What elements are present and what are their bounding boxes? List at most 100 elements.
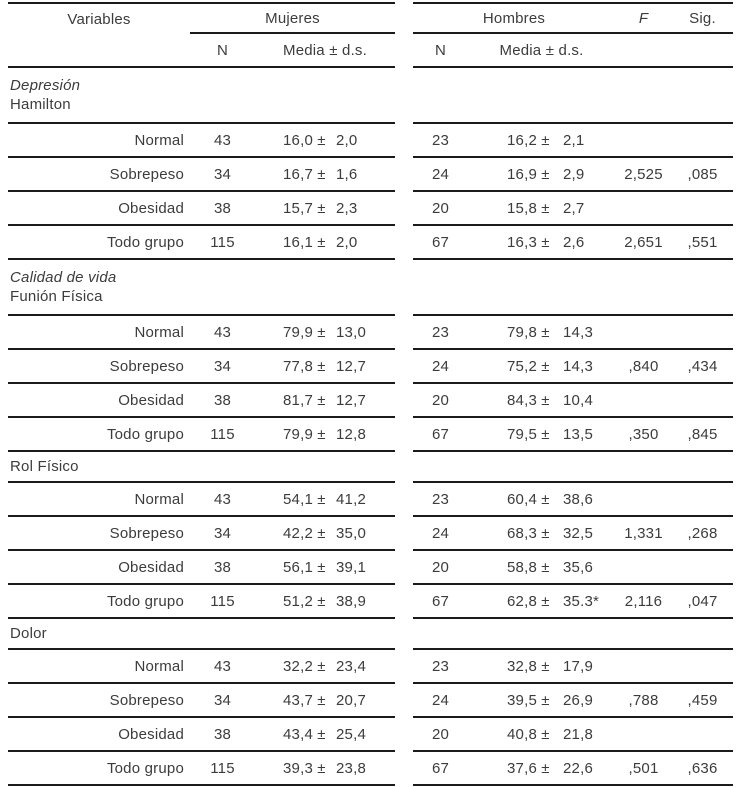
mujeres-n-cell: 38: [190, 551, 255, 585]
plus-minus-sign: ±: [317, 165, 326, 183]
header-mujeres-group: Mujeres: [190, 2, 395, 34]
hombres-media-cell: 58,8 ±35,6: [468, 551, 615, 585]
hombres-n-cell: 67: [413, 418, 468, 452]
sd-value: 17,9: [563, 657, 593, 675]
mujeres-n-cell: 43: [190, 483, 255, 517]
plus-minus-sign: ±: [317, 759, 326, 777]
mujeres-media-cell: 43,4 ±25,4: [255, 718, 395, 752]
mean-value: 58,8: [507, 558, 537, 576]
hombres-media-cell: 37,6 ±22,6: [468, 752, 615, 786]
mean-value: 16,9: [507, 165, 537, 183]
mujeres-n-cell: 38: [190, 718, 255, 752]
sd-value: 2,0: [336, 131, 358, 149]
mean-value: 39,5: [507, 691, 537, 709]
plus-minus-sign: ±: [541, 725, 550, 743]
plus-minus-sign: ±: [541, 657, 550, 675]
column-gap: [395, 483, 413, 517]
mean-value: 15,7: [283, 199, 313, 217]
table-row: Todo grupo 115 16,1 ±2,0 67 16,3 ±2,6 2,651,551: [8, 226, 733, 260]
column-gap: [395, 619, 413, 650]
mujeres-n-cell: 34: [190, 684, 255, 718]
column-gap: [395, 316, 413, 350]
sig-value-cell: [672, 384, 733, 418]
plus-minus-sign: ±: [541, 592, 550, 610]
plus-minus-sign: ±: [541, 425, 550, 443]
mujeres-media-cell: 15,7 ±2,3: [255, 192, 395, 226]
f-value-cell: [615, 483, 672, 517]
mean-value: 75,2: [507, 357, 537, 375]
plus-minus-sign: ±: [541, 391, 550, 409]
plus-minus-sign: ±: [317, 490, 326, 508]
column-gap: [395, 192, 413, 226]
mujeres-media-cell: 79,9 ±12,8: [255, 418, 395, 452]
table-row: Todo grupo 115 39,3 ±23,8 67 37,6 ±22,6,501,63…: [8, 752, 733, 786]
row-label: Normal: [8, 650, 190, 684]
plus-minus-sign: ±: [317, 592, 326, 610]
mean-value: 43,4: [283, 725, 313, 743]
row-label: Obesidad: [8, 551, 190, 585]
mujeres-n-cell: 115: [190, 418, 255, 452]
sd-value: 38,9: [336, 592, 366, 610]
table-header-group-row: Variables Mujeres Hombres F Sig.: [8, 2, 733, 34]
mean-value: 77,8: [283, 357, 313, 375]
section-heading-text: Depresión: [10, 77, 81, 94]
hombres-media-cell: 68,3 ±32,5: [468, 517, 615, 551]
mean-value: 68,3: [507, 524, 537, 542]
mean-value: 43,7: [283, 691, 313, 709]
table-row: Normal 43 32,2 ±23,4 23 32,8 ±17,9: [8, 650, 733, 684]
sig-value-cell: ,636: [672, 752, 733, 786]
hombres-n-cell: 20: [413, 551, 468, 585]
header-media-mujeres: Media ± d.s.: [255, 34, 395, 68]
sd-value: 41,2: [336, 490, 366, 508]
sig-value-cell: [672, 551, 733, 585]
header-column-gap: [395, 34, 413, 68]
column-gap: [395, 226, 413, 260]
column-gap: [395, 650, 413, 684]
plus-minus-sign: ±: [541, 490, 550, 508]
section-heading-right: [413, 260, 733, 316]
sd-value: 23,8: [336, 759, 366, 777]
hombres-media-cell: 16,3 ±2,6: [468, 226, 615, 260]
mean-value: 54,1: [283, 490, 313, 508]
table-row: Sobrepeso 34 43,7 ±20,7 24 39,5 ±26,9,788,459: [8, 684, 733, 718]
plus-minus-sign: ±: [541, 323, 550, 341]
plus-minus-sign: ±: [317, 199, 326, 217]
section-heading-left: Depresión Hamilton: [8, 68, 395, 124]
mujeres-n-cell: 34: [190, 350, 255, 384]
row-label: Normal: [8, 316, 190, 350]
sig-value-cell: [672, 483, 733, 517]
section-heading-right: [413, 619, 733, 650]
f-value-cell: [615, 384, 672, 418]
table-row: Todo grupo 115 79,9 ±12,8 67 79,5 ±13,5,350,84…: [8, 418, 733, 452]
mujeres-n-cell: 43: [190, 124, 255, 158]
mujeres-media-cell: 56,1 ±39,1: [255, 551, 395, 585]
hombres-media-cell: 79,8 ±14,3: [468, 316, 615, 350]
f-value-cell: 2,651: [615, 226, 672, 260]
plus-minus-sign: ±: [317, 357, 326, 375]
hombres-media-cell: 32,8 ±17,9: [468, 650, 615, 684]
column-gap: [395, 452, 413, 483]
sig-value-cell: ,551: [672, 226, 733, 260]
mean-value: 84,3: [507, 391, 537, 409]
mujeres-media-cell: 16,1 ±2,0: [255, 226, 395, 260]
header-empty-variables: [8, 34, 190, 68]
f-value-cell: 2,525: [615, 158, 672, 192]
sig-value-cell: [672, 192, 733, 226]
sig-value-cell: [672, 316, 733, 350]
table-row: Obesidad 38 56,1 ±39,1 20 58,8 ±35,6: [8, 551, 733, 585]
mean-value: 16,2: [507, 131, 537, 149]
row-label: Todo grupo: [8, 585, 190, 619]
sd-value: 39,1: [336, 558, 366, 576]
sd-value: 35,0: [336, 524, 366, 542]
header-n-hombres: N: [413, 34, 468, 68]
sig-value-cell: [672, 718, 733, 752]
mujeres-media-cell: 42,2 ±35,0: [255, 517, 395, 551]
f-value-cell: [615, 650, 672, 684]
mujeres-media-cell: 43,7 ±20,7: [255, 684, 395, 718]
f-value-cell: 2,116: [615, 585, 672, 619]
header-f-statistic: F: [615, 2, 672, 34]
row-label: Sobrepeso: [8, 158, 190, 192]
sig-value-cell: ,085: [672, 158, 733, 192]
hombres-n-cell: 67: [413, 226, 468, 260]
